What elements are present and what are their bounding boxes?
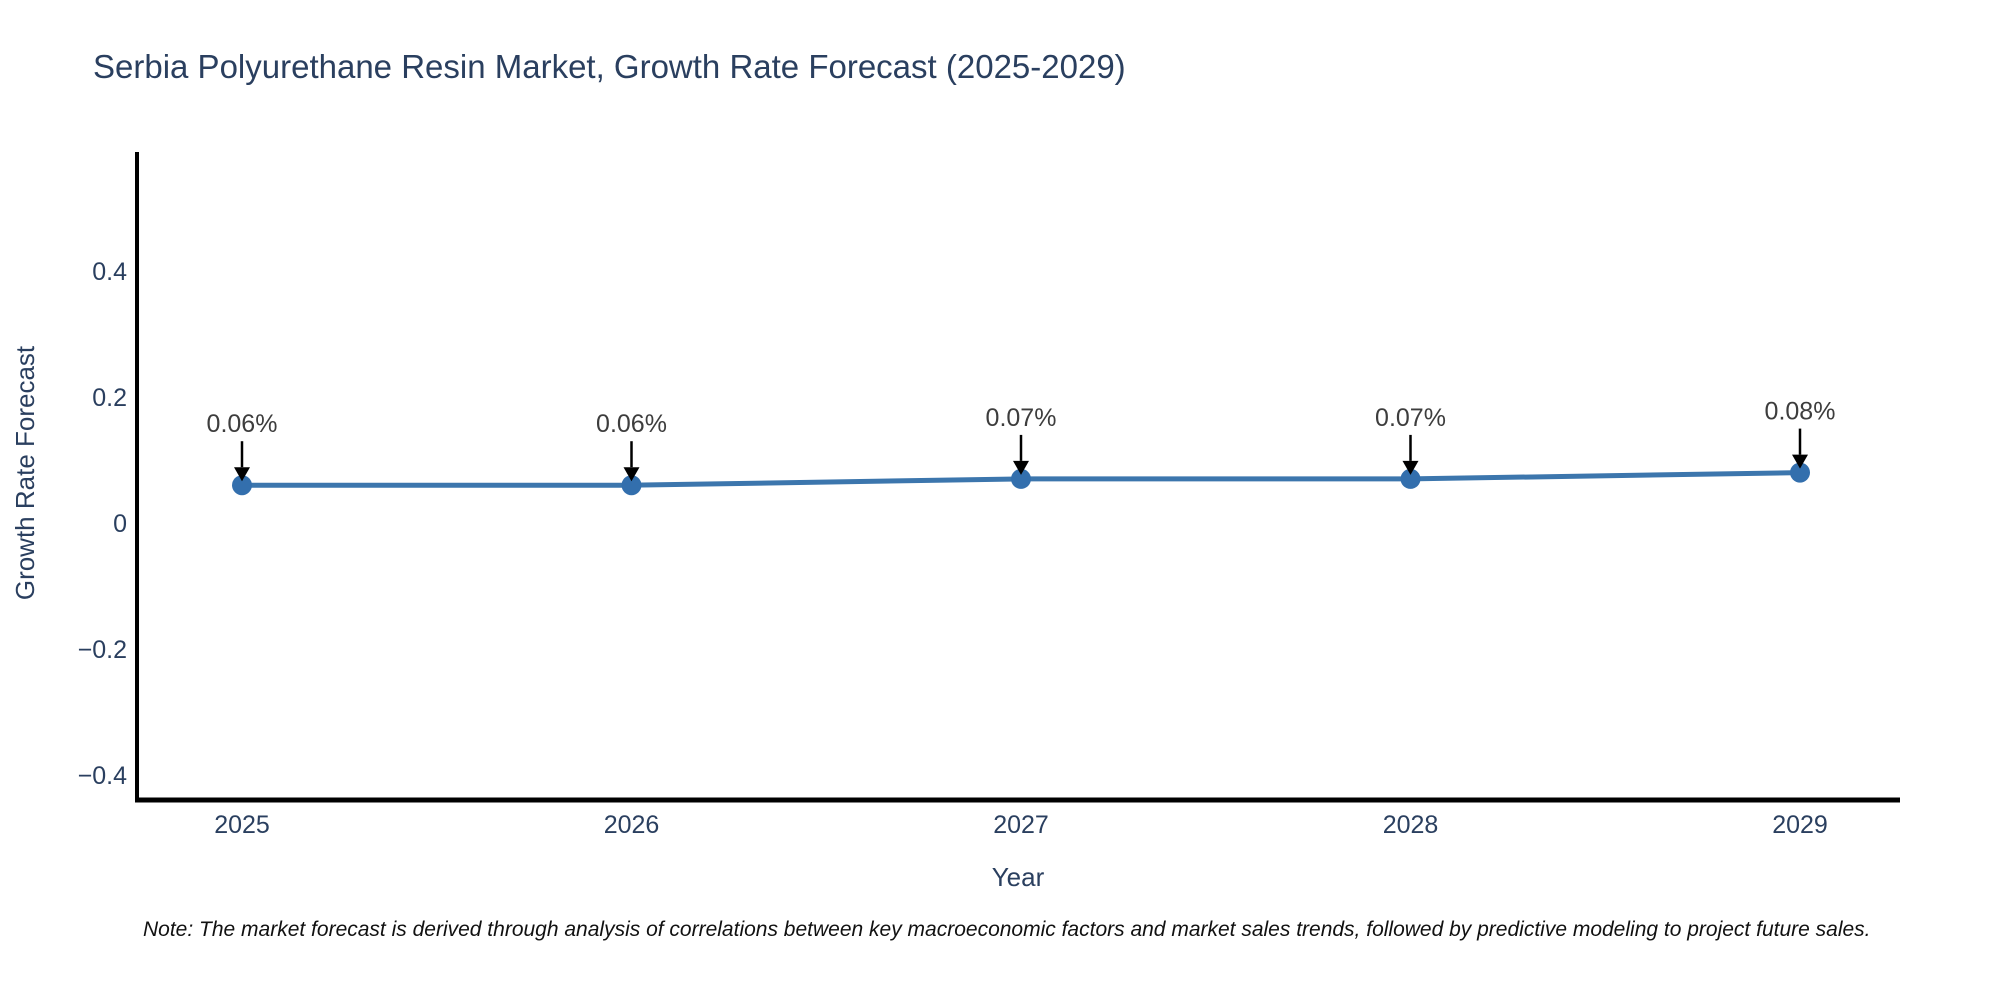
annotation-arrowhead	[234, 467, 250, 482]
x-tick-label: 2025	[214, 811, 270, 839]
annotation-arrowhead	[1402, 460, 1419, 475]
data-point-marker	[1011, 468, 1031, 489]
data-point-marker	[1400, 468, 1421, 489]
point-annotation: 0.06%	[207, 410, 278, 482]
y-tick-label: −0.4	[78, 762, 127, 790]
point-annotation: 0.06%	[596, 410, 667, 482]
footnote: Note: The market forecast is derived thr…	[143, 918, 1871, 941]
annotation-label: 0.06%	[596, 410, 667, 438]
annotation-label: 0.06%	[207, 410, 278, 438]
x-axis: 2025 2026 2027 2028 2029 Year	[135, 797, 1900, 892]
chart-title: Serbia Polyurethane Resin Market, Growth…	[93, 48, 1126, 85]
point-annotation: 0.08%	[1765, 398, 1836, 469]
y-axis-title: Growth Rate Forecast	[10, 345, 40, 600]
x-axis-title: Year	[992, 862, 1045, 892]
y-axis: 0.4 0.2 0 −0.2 −0.4 Growth Rate Forecast	[10, 152, 139, 802]
annotation-arrowhead	[1792, 454, 1808, 469]
data-point-marker	[232, 475, 252, 496]
annotation-label: 0.07%	[986, 404, 1057, 432]
point-annotation: 0.07%	[1375, 404, 1446, 475]
data-point-marker	[1790, 462, 1810, 483]
annotation-label: 0.07%	[1375, 404, 1446, 432]
x-tick-label: 2028	[1383, 811, 1439, 839]
data-point-marker	[621, 475, 642, 496]
point-annotation: 0.07%	[986, 404, 1057, 475]
annotation-arrowhead	[623, 467, 640, 482]
x-tick-label: 2027	[993, 811, 1049, 839]
annotation-arrowhead	[1013, 460, 1029, 475]
y-tick-label: 0	[113, 510, 127, 538]
x-axis-tick-labels: 2025 2026 2027 2028 2029	[214, 811, 1828, 839]
y-tick-label: 0.2	[92, 384, 127, 412]
y-tick-label: −0.2	[78, 636, 127, 664]
annotation-label: 0.08%	[1765, 398, 1836, 426]
y-axis-tick-labels: 0.4 0.2 0 −0.2 −0.4	[78, 258, 127, 790]
x-tick-label: 2029	[1772, 811, 1828, 839]
plot-area: 0.06% 0.06% 0.07% 0.07% 0.08%	[207, 398, 1836, 496]
x-tick-label: 2026	[604, 811, 660, 839]
y-tick-label: 0.4	[92, 258, 127, 286]
